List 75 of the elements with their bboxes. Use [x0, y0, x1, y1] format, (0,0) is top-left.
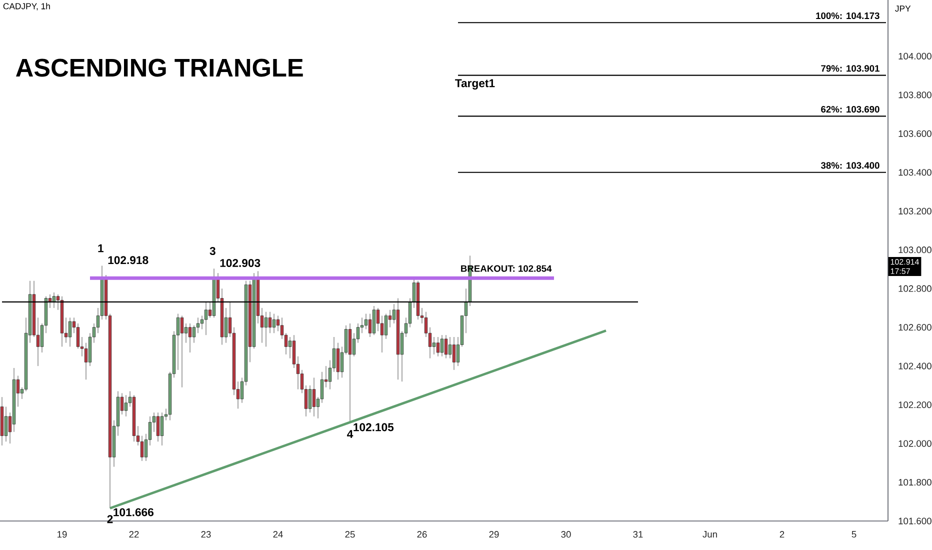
- y-tick-label: 104.000: [898, 52, 932, 60]
- y-tick-label: 102.200: [898, 402, 932, 408]
- candlestick: [336, 342, 340, 380]
- annotation: 102.903: [220, 259, 260, 268]
- candlestick: [384, 314, 388, 340]
- x-tick-label: 30: [561, 531, 571, 538]
- annotation: 2: [107, 515, 113, 524]
- x-tick-label: 29: [489, 531, 499, 538]
- candlestick: [4, 406, 8, 442]
- y-tick-label: 103.200: [898, 208, 932, 214]
- y-tick-label: 102.800: [898, 285, 932, 292]
- candlestick: [436, 336, 440, 357]
- series-label: 79%: 103.901: [821, 65, 880, 72]
- x-tick-label: 5: [852, 531, 856, 538]
- y-axis-title: JPY: [895, 6, 911, 12]
- candlestick: [196, 317, 200, 334]
- x-tick-label: 23: [201, 531, 211, 538]
- candlestick: [124, 394, 128, 417]
- x-tick-label: 22: [129, 531, 139, 538]
- annotation: Target1: [455, 79, 495, 90]
- candlestick: [432, 336, 436, 355]
- chart-subtitle: CADJPY, 1h: [3, 2, 50, 10]
- candlestick: [264, 312, 268, 347]
- x-tick-label: 26: [417, 531, 427, 538]
- series-label: 62%: 103.690: [821, 106, 880, 113]
- candlestick: [160, 412, 164, 446]
- text: 17:57: [890, 268, 910, 274]
- candlestick: [364, 314, 368, 330]
- candlestick: [140, 436, 144, 462]
- candlestick: [308, 385, 312, 413]
- y-tick-label: 103.800: [898, 92, 932, 98]
- candlestick: [192, 325, 196, 344]
- candlestick: [372, 306, 376, 336]
- y-tick-label: 101.600: [898, 518, 932, 524]
- candlestick: [156, 412, 160, 442]
- candlestick: [312, 377, 316, 417]
- candlestick: [188, 323, 192, 353]
- x-tick-label: 19: [58, 531, 67, 538]
- y-tick-label: 102.600: [898, 324, 932, 331]
- candlestick: [204, 302, 208, 336]
- annotation: 101.666: [114, 508, 154, 516]
- y-tick-label: 103.000: [898, 246, 932, 254]
- candlestick: [452, 336, 456, 370]
- candlestick: [68, 317, 72, 347]
- candlestick: [440, 334, 444, 357]
- y-tick-label: 103.400: [898, 169, 932, 176]
- x-tick-label: Jun: [702, 531, 717, 538]
- text: ASCENDING TRIANGLE: [16, 58, 303, 77]
- series-label: 100%: 104.173: [816, 12, 880, 20]
- annotation: 3: [210, 247, 216, 256]
- x-tick-label: 24: [273, 531, 283, 538]
- annotation: 1: [98, 244, 104, 252]
- y-tick-label: 102.000: [898, 440, 932, 447]
- annotation: 4: [347, 430, 354, 438]
- candlestick: [368, 314, 372, 338]
- candlestick: [320, 372, 324, 404]
- candlestick: [444, 334, 448, 359]
- candlestick: [272, 314, 276, 334]
- annotation: 102.105: [354, 423, 394, 432]
- annotation: 102.918: [108, 256, 148, 264]
- y-tick-label: 103.600: [898, 130, 932, 137]
- candlestick: [448, 336, 452, 359]
- candlestick: [376, 308, 380, 332]
- series-label: 38%: 103.400: [820, 162, 880, 169]
- annotation: 102.914: [890, 259, 919, 265]
- x-tick-label: 31: [633, 531, 643, 538]
- candlestick: [176, 314, 180, 370]
- candlestick: [76, 323, 80, 349]
- candlestick: [268, 312, 272, 334]
- x-tick-label: 25: [345, 531, 355, 538]
- x-tick-label: 2: [780, 531, 784, 538]
- candlestick: [180, 315, 184, 388]
- y-tick-label: 101.800: [898, 478, 932, 486]
- candlestick: [276, 315, 280, 332]
- y-tick-label: 102.400: [898, 362, 932, 370]
